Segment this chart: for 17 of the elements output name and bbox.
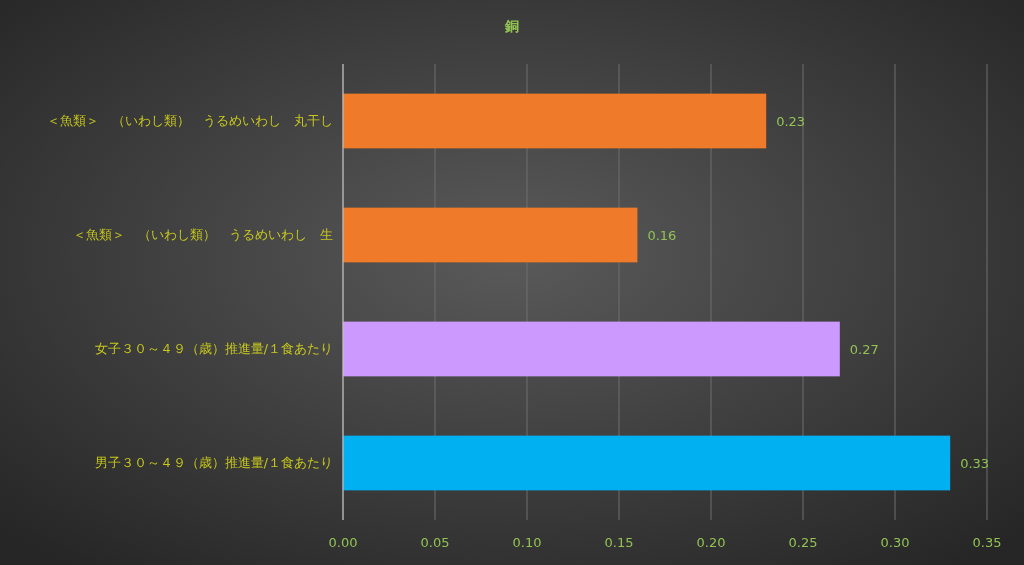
y-tick-label: 女子３０～４９（歳）推進量/１食あたり [94,341,333,357]
x-tick-label: 0.15 [604,535,634,550]
data-label: 0.16 [647,227,677,243]
x-tick-label: 0.05 [420,535,450,550]
x-tick-label: 0.20 [696,535,726,550]
x-tick-label: 0.10 [512,535,542,550]
x-tick-label: 0.00 [328,535,358,550]
data-label: 0.33 [960,455,990,471]
data-label: 0.27 [849,341,879,357]
x-tick-label: 0.30 [880,535,910,550]
x-tick-label: 0.35 [972,535,1002,550]
y-tick-label: ＜魚類＞ （いわし類） うるめいわし 生 [73,227,333,243]
chart-title: 銅 [504,18,519,34]
x-tick-label: 0.25 [788,535,818,550]
data-label: 0.23 [776,113,806,129]
y-tick-label: ＜魚類＞ （いわし類） うるめいわし 丸干し [47,113,333,129]
y-tick-label: 男子３０～４９（歳）推進量/１食あたり [94,455,333,471]
